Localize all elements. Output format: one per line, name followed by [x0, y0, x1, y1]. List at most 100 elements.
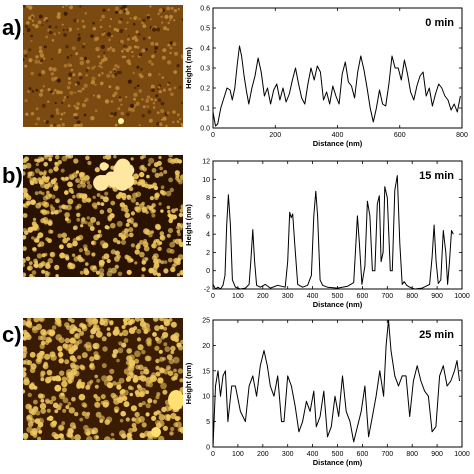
afm-particle	[114, 328, 121, 334]
afm-particle	[28, 405, 33, 409]
afm-particle	[140, 68, 143, 71]
afm-particle	[61, 232, 67, 239]
y-tick-label: 0.6	[200, 6, 210, 13]
afm-particle	[39, 262, 44, 268]
afm-particle	[135, 364, 141, 370]
afm-particle	[155, 395, 160, 400]
afm-particle	[170, 158, 176, 165]
afm-particle	[120, 111, 125, 116]
afm-particle	[30, 112, 35, 116]
afm-particle	[152, 332, 157, 337]
afm-particle	[51, 420, 57, 426]
afm-particle	[152, 266, 158, 272]
afm-particle	[170, 345, 176, 352]
afm-particle	[93, 65, 96, 68]
afm-particle	[76, 27, 80, 31]
afm-particle	[86, 197, 92, 203]
y-tick-label: 6	[206, 213, 210, 220]
afm-particle	[81, 402, 87, 408]
afm-particle	[76, 217, 81, 222]
afm-particle	[179, 378, 183, 383]
afm-particle	[128, 232, 134, 238]
afm-particle	[40, 408, 47, 414]
afm-particle	[138, 89, 142, 93]
afm-particle	[54, 318, 61, 322]
afm-particle	[41, 201, 48, 207]
afm-particle	[172, 110, 176, 114]
afm-particle	[55, 25, 58, 29]
afm-particle	[168, 81, 171, 85]
afm-particle	[141, 349, 146, 355]
afm-particle	[82, 25, 86, 29]
x-tick-label: 300	[282, 293, 294, 300]
scale-bar-label-a: 400 nm	[117, 138, 134, 144]
afm-particle	[147, 163, 151, 167]
afm-particle	[72, 73, 76, 77]
y-tick-label: 25	[202, 318, 210, 325]
afm-particle	[48, 157, 53, 162]
afm-particle	[48, 66, 53, 71]
afm-particle	[162, 331, 169, 339]
afm-particle	[93, 344, 98, 350]
afm-particle	[127, 45, 132, 50]
afm-particle	[84, 11, 88, 15]
afm-particle	[71, 46, 76, 51]
afm-particle	[179, 174, 183, 181]
afm-particle	[133, 92, 138, 97]
scale-bar-label-b: 400 nm	[127, 298, 144, 304]
x-tick-label: 600	[394, 132, 406, 139]
afm-particle	[69, 183, 73, 187]
afm-particle	[166, 248, 172, 254]
afm-particle	[160, 15, 163, 18]
afm-particle	[116, 71, 120, 75]
afm-particle	[151, 242, 157, 249]
afm-particle	[102, 243, 107, 249]
afm-particle	[29, 273, 33, 277]
afm-particle	[62, 29, 65, 31]
afm-particle	[63, 111, 66, 115]
afm-particle	[39, 53, 45, 58]
afm-particle	[47, 258, 54, 264]
afm-particle	[96, 201, 101, 206]
afm-particle	[119, 430, 126, 437]
afm-particle	[44, 270, 49, 275]
afm-particle	[134, 411, 140, 418]
afm-particle	[118, 9, 123, 15]
afm-particle	[92, 21, 95, 25]
afm-particle	[37, 20, 42, 25]
afm-particle	[93, 205, 98, 210]
afm-particle	[29, 171, 33, 176]
afm-particle	[102, 196, 109, 203]
afm-particle	[73, 256, 79, 262]
afm-particle	[80, 178, 87, 184]
afm-particle	[96, 221, 101, 226]
afm-particle	[31, 270, 37, 275]
afm-particle	[110, 249, 116, 255]
x-tick-label: 0	[211, 293, 215, 300]
afm-particle	[160, 209, 164, 213]
afm-particle	[72, 240, 78, 247]
afm-particle	[116, 220, 123, 227]
afm-particle	[121, 207, 125, 212]
afm-particle	[87, 322, 92, 327]
afm-particle	[110, 100, 114, 103]
afm-particle	[167, 227, 174, 234]
afm-particle	[33, 318, 40, 323]
afm-particle	[148, 157, 155, 164]
afm-particle	[81, 87, 85, 91]
afm-particle	[61, 380, 68, 388]
afm-particle	[58, 48, 62, 52]
afm-particle	[147, 109, 152, 114]
afm-particle	[145, 257, 149, 261]
afm-particle	[67, 77, 71, 80]
afm-particle	[103, 56, 108, 62]
afm-particle	[24, 99, 28, 103]
afm-particle	[45, 35, 49, 39]
afm-particle	[54, 88, 57, 92]
afm-particle	[169, 46, 173, 50]
afm-particle	[177, 8, 180, 11]
afm-particle	[42, 331, 48, 336]
afm-particle	[115, 85, 120, 91]
time-annotation: 0 min	[425, 17, 454, 29]
x-tick-label: 700	[381, 293, 393, 300]
